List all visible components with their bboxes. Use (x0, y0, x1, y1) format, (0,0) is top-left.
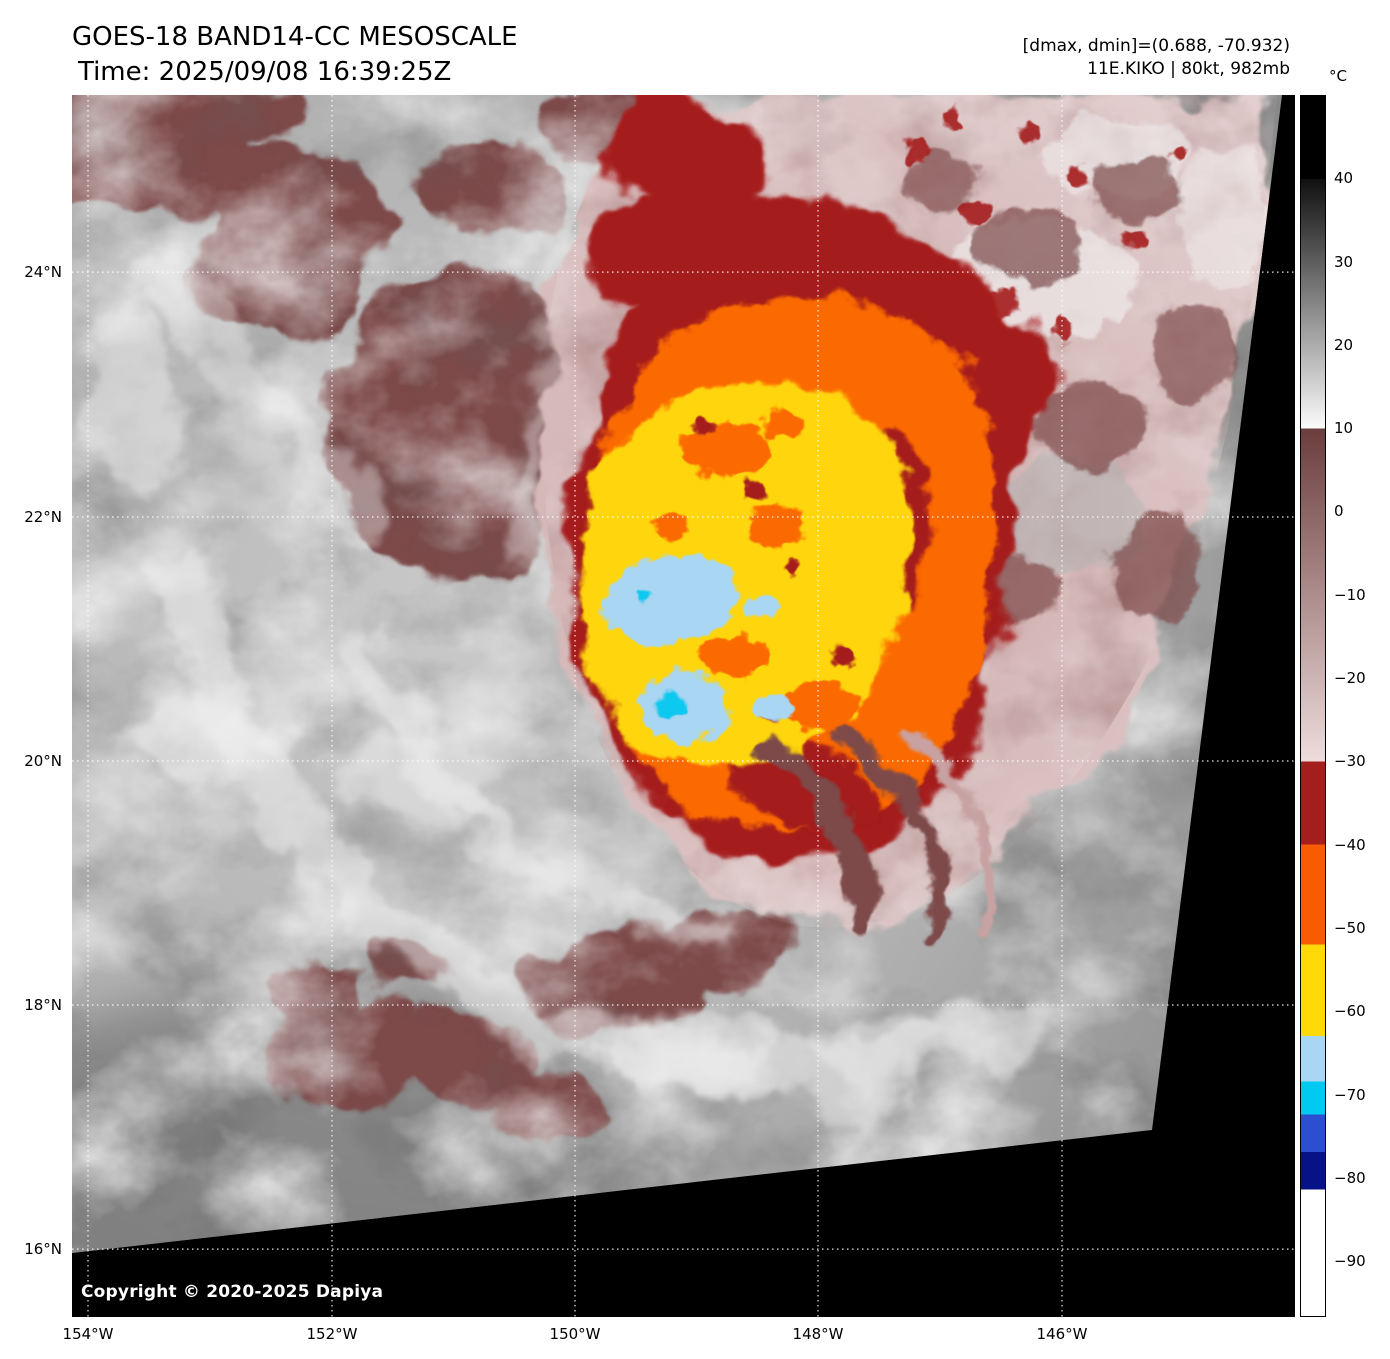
colorbar-tick-label: −40 (1334, 835, 1366, 854)
lon-tick-label: 148°W (792, 1325, 844, 1343)
colorbar-tick-label: −10 (1334, 585, 1366, 604)
copyright-notice: Copyright © 2020-2025 Dapiya (81, 1282, 384, 1302)
lon-tick-label: 154°W (62, 1325, 114, 1343)
dmax-dmin-readout: [dmax, dmin]=(0.688, -70.932) (1022, 36, 1290, 56)
lat-tick-label: 24°N (24, 263, 62, 282)
colorbar-tick-label: 10 (1334, 419, 1354, 438)
header-right-block: [dmax, dmin]=(0.688, -70.932) 11E.KIKO |… (1023, 35, 1290, 81)
satellite-map: Copyright © 2020-2025 Dapiya (72, 95, 1295, 1317)
satellite-image (72, 95, 1295, 1317)
lat-tick-label: 16°N (24, 1240, 62, 1259)
colorbar-tick-label: 0 (1334, 502, 1344, 521)
graticule-overlay (72, 95, 1295, 1317)
storm-info: 11E.KIKO | 80kt, 982mb (1087, 59, 1290, 79)
lon-tick-label: 152°W (306, 1325, 358, 1343)
lat-tick-label: 20°N (24, 751, 62, 770)
lon-tick-label: 150°W (549, 1325, 601, 1343)
lat-tick-label: 22°N (24, 507, 62, 526)
coldest-tops (604, 554, 793, 743)
colorbar-tick-label: −50 (1334, 918, 1366, 937)
outflow-swirls (759, 728, 998, 942)
lon-tick-label: 146°W (1036, 1325, 1088, 1343)
colorbar-tick-label: 40 (1334, 169, 1354, 188)
colorbar-tick-label: −60 (1334, 1002, 1366, 1021)
colorbar-unit-label: °C (1329, 67, 1347, 85)
lat-tick-label: 18°N (24, 996, 62, 1015)
colorbar-tick-label: −90 (1334, 1252, 1366, 1271)
cold-core-yellow (579, 382, 914, 768)
colorbar-tick-label: 20 (1334, 335, 1354, 354)
colorbar-tick-label: −70 (1334, 1085, 1366, 1104)
image-timestamp: Time: 2025/09/08 16:39:25Z (78, 57, 452, 87)
scan-footprint (72, 95, 1282, 1253)
colorbar-tick-label: −20 (1334, 669, 1366, 688)
colorbar-tick-label: −30 (1334, 752, 1366, 771)
spiral-cloud-bands (77, 200, 1055, 1105)
colorbar-tick-label: 30 (1334, 252, 1354, 271)
colorbar-tick-label: −80 (1334, 1168, 1366, 1187)
temperature-colorbar (1300, 95, 1326, 1317)
page-title: GOES-18 BAND14-CC MESOSCALE (72, 22, 518, 52)
